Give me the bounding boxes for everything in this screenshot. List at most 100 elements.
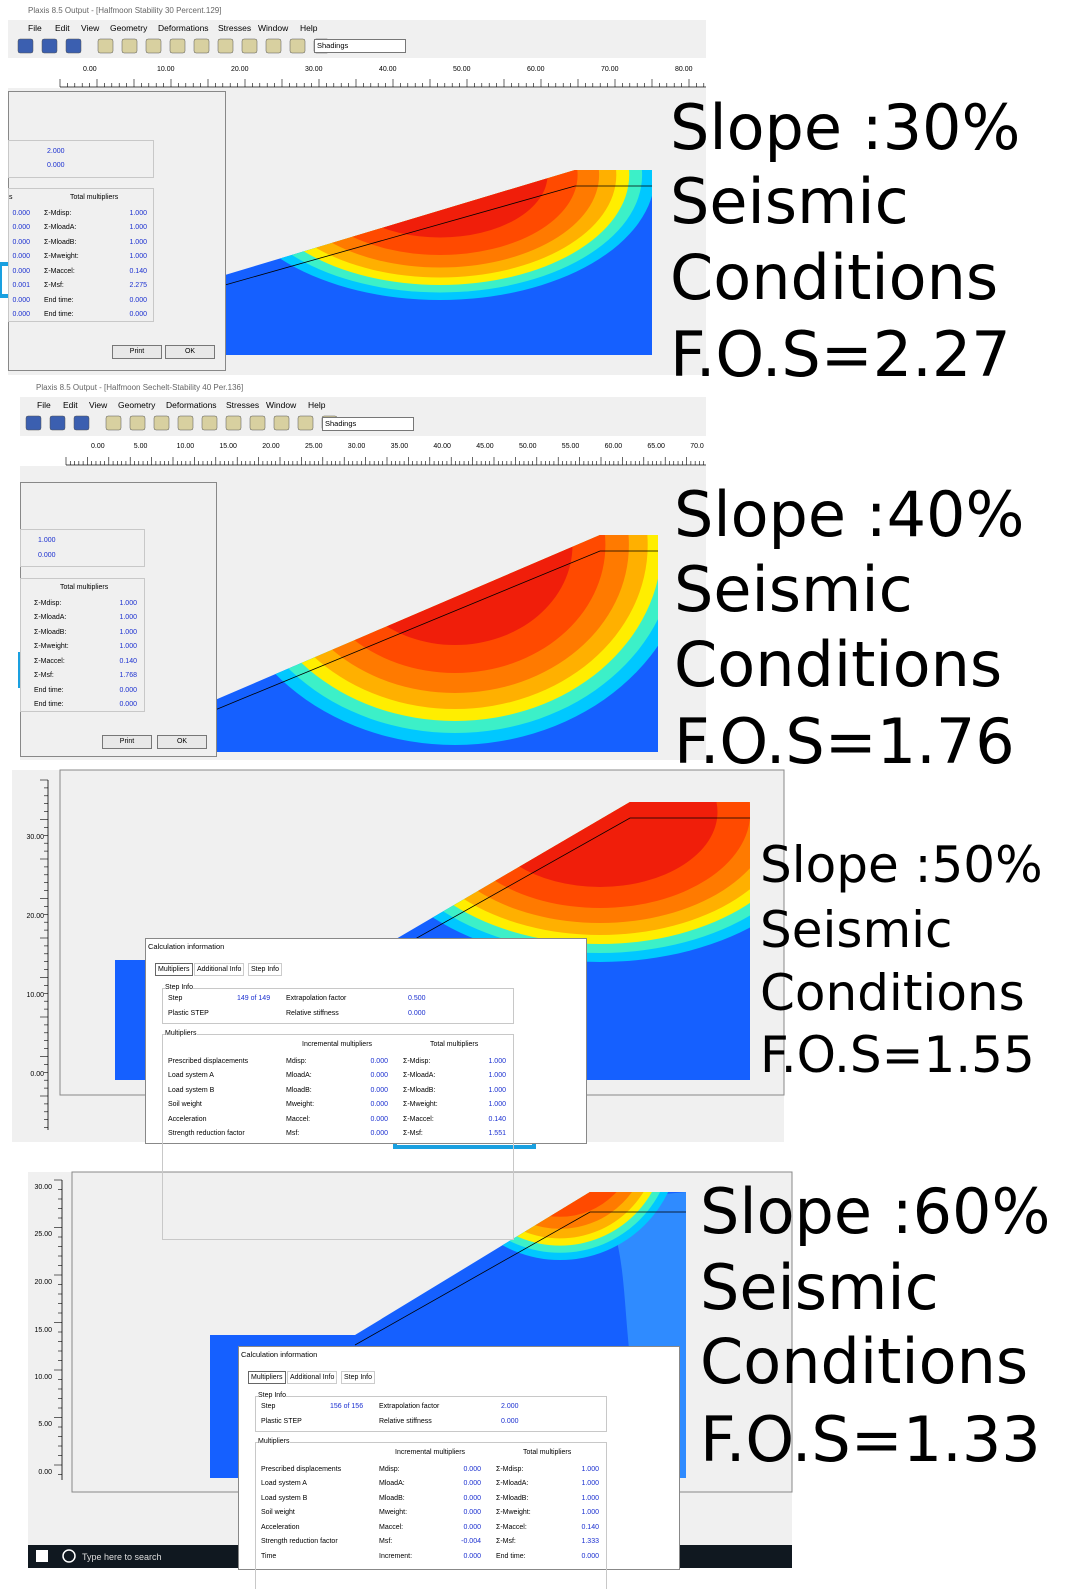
step-value: 2.000: [501, 1403, 519, 1411]
ruler-label: 30.00: [348, 443, 366, 451]
value-box: [8, 140, 154, 178]
column-header: Total multipliers: [430, 1041, 478, 1049]
left-value: 0.000: [12, 311, 30, 319]
column-header: Incremental multipliers: [395, 1449, 465, 1457]
row-value: 0.000: [129, 297, 147, 305]
toolbar-icon: [266, 39, 281, 53]
menu-item: View: [89, 400, 107, 410]
left-value: 0.000: [12, 268, 30, 276]
ruler-label: 70.0: [690, 443, 704, 451]
row-value: 0.000: [119, 687, 137, 695]
row-label: Σ-Mdisp:: [34, 600, 61, 608]
row-label: Prescribed displacements: [168, 1058, 248, 1066]
ruler-label: 5.00: [134, 443, 148, 451]
step-value: 149 of 149: [237, 995, 270, 1003]
dialog-button[interactable]: OK: [165, 345, 215, 359]
ruler-label: 50.00: [519, 443, 537, 451]
row-value: 1.000: [119, 629, 137, 637]
row-label: Σ-Mweight:: [44, 253, 79, 261]
view-mode-dropdown[interactable]: Shadings: [314, 39, 406, 53]
row-value: 0.000: [370, 1058, 388, 1066]
row-label: Mweight:: [286, 1101, 314, 1109]
ruler-label: 30.00: [305, 66, 323, 74]
row-value: 0.000: [463, 1480, 481, 1488]
step-label: Relative stiffness: [286, 1010, 339, 1018]
toolbar-icon: [106, 416, 121, 430]
row-value: 0.000: [370, 1116, 388, 1124]
row-label: Σ-MloadA:: [34, 614, 66, 622]
ruler-label: 20.00: [26, 913, 44, 921]
column-header: Total multipliers: [60, 584, 108, 592]
tab[interactable]: Multipliers: [155, 963, 193, 976]
row-label: Σ-Maccel:: [34, 658, 65, 666]
dialog-button[interactable]: Print: [102, 735, 152, 749]
dialog-value: 0.000: [38, 552, 56, 560]
row-value: 1.000: [129, 224, 147, 232]
caption-line: Seismic: [760, 900, 953, 960]
row-value: 0.000: [119, 701, 137, 709]
toolbar-icon: [98, 39, 113, 53]
toolbar-icon: [250, 416, 265, 430]
menu-item: File: [28, 23, 42, 33]
ruler-label: 20.00: [34, 1279, 52, 1287]
row-label: End time:: [44, 311, 74, 319]
tab[interactable]: Step Info: [248, 963, 282, 976]
toolbar-icon: [66, 39, 81, 53]
row-label: Load system A: [168, 1072, 214, 1080]
tab[interactable]: Step Info: [341, 1371, 375, 1384]
toolbar-icon: [26, 416, 41, 430]
row-value: 1.768: [119, 672, 137, 680]
row-label: Mdisp:: [379, 1466, 400, 1474]
row-label: End time:: [44, 297, 74, 305]
row-value: 0.000: [370, 1130, 388, 1138]
row-value: 1.000: [581, 1509, 599, 1517]
row-value: -0.004: [461, 1538, 481, 1546]
row-label: Σ-Msf:: [44, 282, 64, 290]
dialog-button[interactable]: Print: [112, 345, 162, 359]
tab[interactable]: Additional Info: [194, 963, 244, 976]
row-label: Load system B: [261, 1495, 307, 1503]
ruler-label: 30.00: [26, 834, 44, 842]
row-value: 0.000: [370, 1087, 388, 1095]
dialog-value: 2.000: [47, 148, 65, 156]
row-label: Soil weight: [261, 1509, 295, 1517]
row-label: Strength reduction factor: [168, 1130, 245, 1138]
row-value: 0.000: [370, 1072, 388, 1080]
row-value: 1.000: [129, 210, 147, 218]
row-label: Σ-Maccel:: [496, 1524, 527, 1532]
step-label: Extrapolation factor: [379, 1403, 439, 1411]
ruler-label: 10.00: [34, 1374, 52, 1382]
row-label: Σ-MloadA:: [403, 1072, 435, 1080]
row-label: Mdisp:: [286, 1058, 307, 1066]
view-mode-dropdown[interactable]: Shadings: [322, 417, 414, 431]
ruler-label: 65.00: [647, 443, 665, 451]
row-value: 1.000: [119, 614, 137, 622]
tab[interactable]: Multipliers: [248, 1371, 286, 1384]
caption-line: Slope :60%: [700, 1175, 1050, 1249]
toolbar-icon: [242, 39, 257, 53]
row-label: Increment:: [379, 1553, 412, 1561]
group-title: Step Info: [258, 1392, 286, 1400]
row-label: Mweight:: [379, 1509, 407, 1517]
row-label: Σ-Maccel:: [403, 1116, 434, 1124]
toolbar-icon: [218, 39, 233, 53]
row-label: Σ-Msf:: [496, 1538, 516, 1546]
toolbar-icon: [146, 39, 161, 53]
screenshot-collage: Plaxis 8.5 Output - [Halfmoon Stability …: [0, 0, 1092, 1589]
ruler-label: 30.00: [34, 1184, 52, 1192]
row-value: 1.000: [488, 1072, 506, 1080]
row-label: Time: [261, 1553, 276, 1561]
menu-item: Geometry: [118, 400, 155, 410]
ruler-label: 0.00: [83, 66, 97, 74]
row-value: 0.000: [129, 311, 147, 319]
step-value: 0.500: [408, 995, 426, 1003]
group-box: [255, 1442, 607, 1589]
dialog-button[interactable]: OK: [157, 735, 207, 749]
row-label: Σ-Msf:: [34, 672, 54, 680]
row-value: 1.000: [488, 1101, 506, 1109]
ruler-label: 5.00: [38, 1421, 52, 1429]
tab[interactable]: Additional Info: [287, 1371, 337, 1384]
menu-item: Stresses: [226, 400, 259, 410]
step-label: Plastic STEP: [261, 1418, 302, 1426]
left-value: 0.000: [12, 297, 30, 305]
